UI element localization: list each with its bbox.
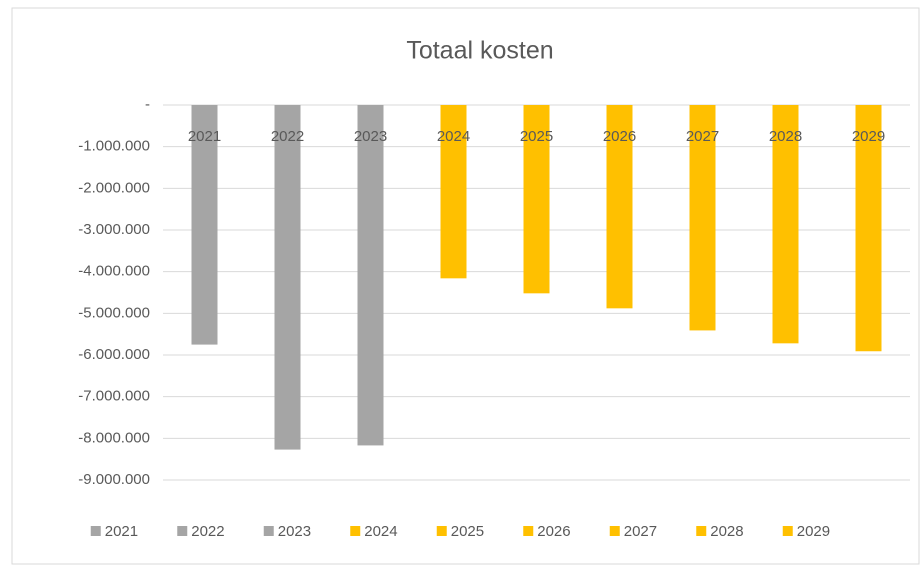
y-tick-label: -8.000.000 [78,429,150,446]
legend-swatch [696,526,707,536]
x-tick-label: 2026 [603,128,636,145]
legend-swatch [523,526,534,536]
legend-swatch [609,526,620,536]
x-tick-label: 2024 [437,128,470,145]
bar [606,105,633,309]
y-tick-label: -3.000.000 [78,221,150,238]
bar [523,105,550,294]
x-tick-label: 2028 [769,128,802,145]
legend-label: 2026 [537,523,570,540]
y-tick-label: -2.000.000 [78,179,150,196]
legend-label: 2027 [624,523,657,540]
x-tick-label: 2029 [852,128,885,145]
legend-label: 2028 [710,523,743,540]
y-tick-label: -6.000.000 [78,346,150,363]
y-tick-label: -7.000.000 [78,388,150,405]
legend-label: 2025 [451,523,484,540]
legend-swatch [263,526,274,536]
y-tick-label: -4.000.000 [78,263,150,280]
bar [440,105,467,279]
legend-swatch [90,526,101,536]
bar [274,105,301,450]
bar [357,105,384,446]
chart-frame [11,7,920,565]
x-tick-label: 2021 [188,128,221,145]
legend-label: 2021 [105,523,138,540]
bar [191,105,218,345]
legend-label: 2022 [191,523,224,540]
legend-swatch [177,526,188,536]
chart-title: Totaal kosten [406,37,553,65]
x-tick-label: 2023 [354,128,387,145]
x-tick-label: 2025 [520,128,553,145]
bar [772,105,799,344]
bar [855,105,882,352]
y-tick-label: -5.000.000 [78,304,150,321]
legend-swatch [436,526,447,536]
legend-label: 2024 [364,523,397,540]
legend-label: 2023 [278,523,311,540]
legend-label: 2029 [797,523,830,540]
legend-swatch [782,526,793,536]
bar [689,105,716,331]
y-tick-label: - [145,96,150,113]
y-tick-label: -1.000.000 [78,138,150,155]
legend-swatch [350,526,361,536]
x-tick-label: 2027 [686,128,719,145]
x-tick-label: 2022 [271,128,304,145]
y-tick-label: -9.000.000 [78,471,150,488]
